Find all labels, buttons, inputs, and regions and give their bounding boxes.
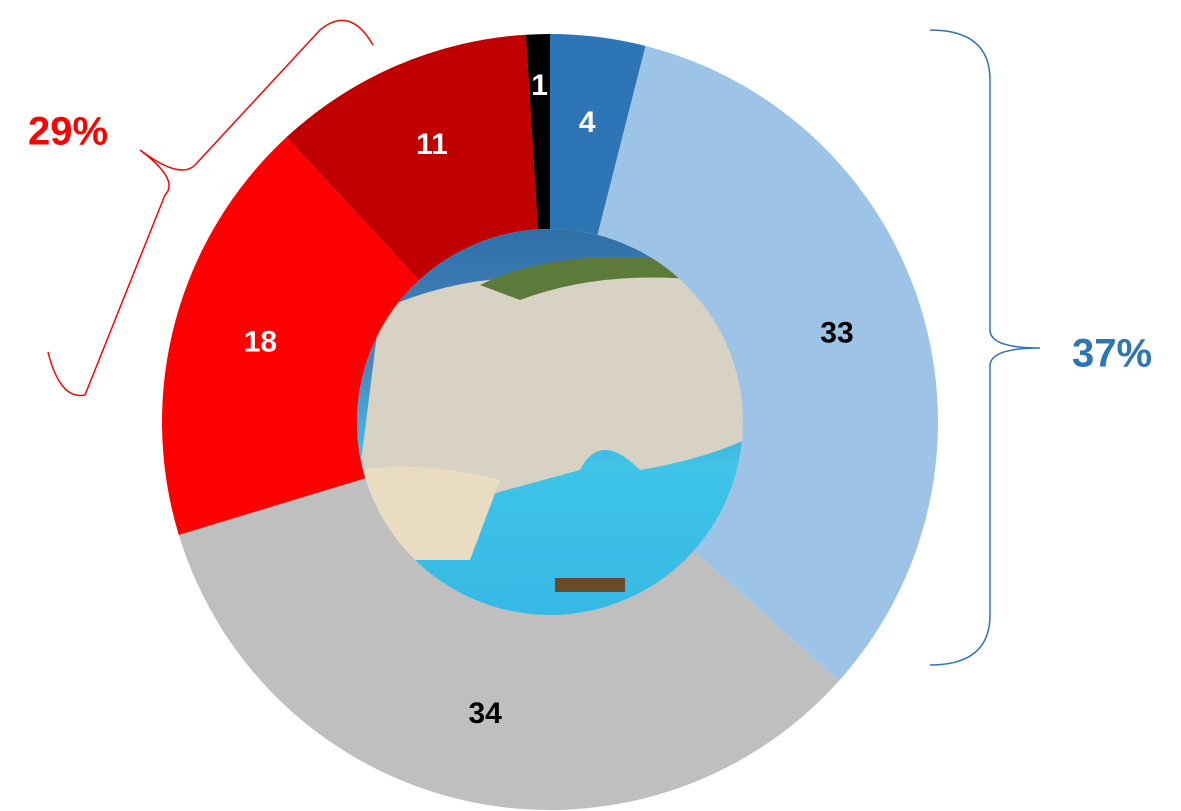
annotation: 29%	[28, 110, 108, 154]
donut-segment	[550, 34, 646, 235]
donut-segment	[597, 45, 938, 682]
brace	[47, 19, 374, 397]
data-label: 33	[820, 317, 853, 350]
data-label: 4	[579, 106, 596, 139]
donut-segment	[525, 34, 550, 230]
data-label: 11	[416, 128, 448, 161]
data-label: 1	[531, 69, 548, 102]
data-label: 18	[244, 326, 277, 359]
donut-segment	[161, 137, 419, 535]
annotation: 37%	[1072, 332, 1152, 376]
brace	[929, 29, 1041, 666]
data-label: 34	[469, 697, 503, 730]
donut-segment	[286, 34, 539, 281]
donut	[161, 34, 938, 810]
center-image	[357, 229, 743, 615]
donut-segment	[178, 478, 839, 810]
